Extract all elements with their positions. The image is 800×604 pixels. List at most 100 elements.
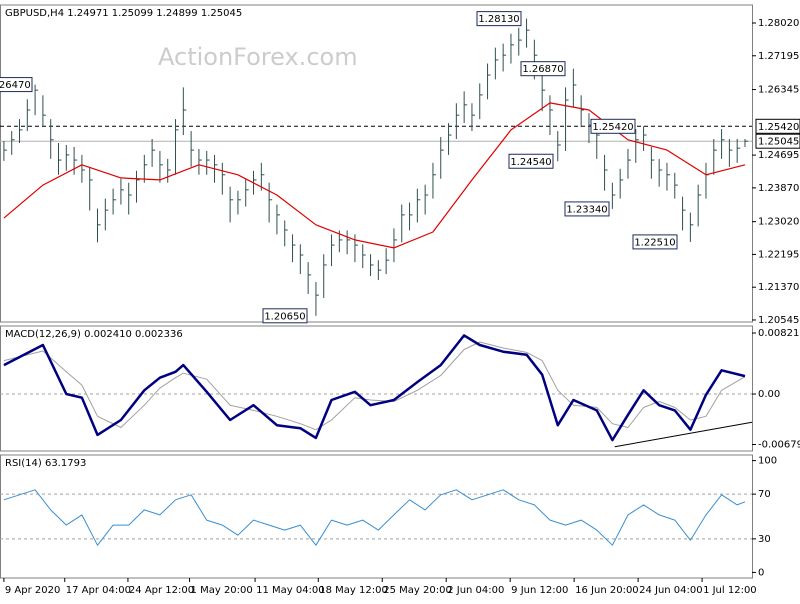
level-price: 1.25420 <box>758 122 799 133</box>
price-bar <box>416 188 421 223</box>
price-bar <box>487 63 491 100</box>
price-bar <box>19 119 23 143</box>
price-bar <box>541 75 546 112</box>
panel-title: MACD(12,26,9) 0.002410 0.002336 <box>5 329 183 340</box>
price-bar <box>658 158 663 187</box>
price-bar <box>424 184 429 215</box>
price-bar <box>385 248 390 275</box>
price-bar <box>448 123 452 155</box>
price-bar <box>510 33 514 64</box>
price-bar <box>50 119 54 159</box>
y-tick-label: 70 <box>758 489 771 500</box>
x-tick-label: 9 Apr 2020 <box>5 585 60 596</box>
price-bar <box>346 230 351 255</box>
price-bar <box>705 162 709 199</box>
price-bar <box>689 212 694 242</box>
price-bar <box>455 103 460 140</box>
price-bar <box>206 150 210 175</box>
x-tick-label: 25 May 20:00 <box>383 585 452 596</box>
price-bar <box>167 158 171 183</box>
price-label: 1.28130 <box>478 14 519 25</box>
price-label: 1.20650 <box>264 311 305 322</box>
price-bar <box>682 196 686 231</box>
price-bar <box>292 234 296 263</box>
x-tick-label: 17 Apr 04:00 <box>66 585 131 596</box>
price-bar <box>674 172 678 199</box>
price-label: 1.22510 <box>634 237 675 248</box>
price-bar <box>471 103 475 132</box>
price-bar <box>323 254 327 298</box>
price-bar <box>502 43 507 72</box>
price-bar <box>112 188 117 215</box>
price-bar <box>3 140 7 161</box>
price-bar <box>284 220 288 247</box>
price-bar <box>299 244 304 275</box>
moving-average <box>3 102 746 249</box>
y-tick-label: 1.21370 <box>758 282 799 293</box>
trendline <box>614 421 753 448</box>
price-bar <box>580 95 585 128</box>
y-tick-label: 30 <box>758 534 771 545</box>
panel-title: RSI(14) 63.1793 <box>5 458 86 469</box>
price-bar <box>650 146 655 179</box>
price-bar <box>104 198 109 231</box>
price-label-box <box>262 308 308 324</box>
price-bar <box>721 129 725 159</box>
price-bar <box>182 87 187 136</box>
x-tick-label: 16 Jun 20:00 <box>575 585 639 596</box>
price-bar <box>377 260 382 281</box>
y-tick-label: 1.26345 <box>758 85 799 96</box>
y-tick-label: 1.20545 <box>758 315 799 326</box>
price-bar <box>276 204 280 235</box>
y-tick-label: 1.27195 <box>758 51 799 62</box>
price-bar <box>229 186 234 223</box>
y-tick-label: 0 <box>758 567 764 578</box>
price-bar <box>619 168 624 199</box>
price-label-box <box>520 61 566 77</box>
price-bar <box>315 282 319 316</box>
panel-frame <box>0 325 753 452</box>
x-tick-label: 1 May 20:00 <box>191 585 253 596</box>
price-bar <box>728 139 733 167</box>
price-bar <box>221 162 226 195</box>
x-tick-label: 1 Jul 12:00 <box>703 585 757 596</box>
price-bar <box>42 95 46 128</box>
x-tick-label: 24 Apr 12:00 <box>129 585 194 596</box>
price-bar <box>73 146 78 175</box>
price-label-box <box>590 118 636 134</box>
price-bar <box>151 139 156 167</box>
indicator-line <box>3 341 746 431</box>
panel-frame <box>0 4 753 323</box>
price-bar <box>245 178 249 207</box>
price-bar <box>34 84 39 116</box>
price-bar <box>81 154 85 183</box>
y-tick-label: 0.008213 <box>758 328 800 339</box>
price-bar <box>736 139 741 163</box>
price-bar <box>432 162 436 199</box>
level-price-box <box>755 118 800 134</box>
price-bar <box>97 208 101 243</box>
price-bar <box>393 228 397 263</box>
y-tick-label: -0.006796 <box>758 440 800 451</box>
panel-frame <box>0 454 753 579</box>
price-bar <box>713 139 717 175</box>
price-bar <box>440 137 444 179</box>
price-bar <box>643 126 647 151</box>
price-bar <box>159 150 163 183</box>
price-bar <box>635 129 639 163</box>
price-bar <box>666 162 670 191</box>
y-tick-label: 1.28020 <box>758 18 799 29</box>
price-bar <box>479 83 483 120</box>
y-tick-label: 1.23020 <box>758 217 799 228</box>
price-bar <box>463 91 468 124</box>
x-tick-label: 2 Jun 04:00 <box>447 585 504 596</box>
price-bar <box>237 190 241 215</box>
price-label: 1.26870 <box>522 64 563 75</box>
price-bar <box>58 142 62 175</box>
x-tick-label: 18 May 12:00 <box>319 585 388 596</box>
panel-title: GBPUSD,H4 1.24971 1.25099 1.24899 1.2504… <box>5 8 242 19</box>
price-bar <box>549 95 553 136</box>
price-bar <box>198 148 202 175</box>
price-bar <box>65 144 70 171</box>
price-bar <box>175 119 179 175</box>
